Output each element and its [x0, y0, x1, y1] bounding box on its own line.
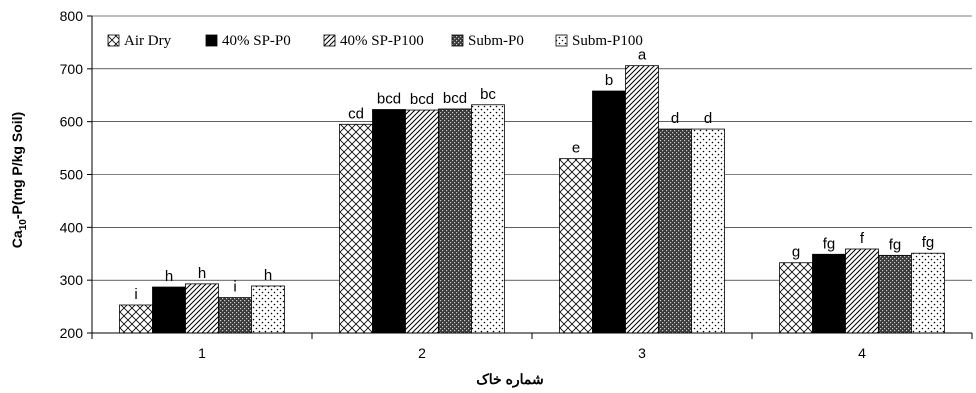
- bar: [251, 285, 285, 334]
- legend-label: 40% SP-P100: [340, 33, 424, 49]
- bar: [559, 158, 593, 334]
- significance-letter: h: [165, 268, 173, 285]
- significance-letter: fg: [889, 236, 902, 253]
- significance-letter: f: [860, 230, 865, 247]
- x-axis-label: شماره خاک: [476, 371, 544, 388]
- bar: [471, 104, 505, 334]
- legend-swatch: [451, 34, 464, 47]
- y-axis-label-sub: 10: [18, 219, 29, 231]
- significance-letter: i: [134, 286, 137, 303]
- bar: [878, 254, 912, 334]
- x-tick-label: 4: [858, 345, 866, 361]
- bar: [185, 283, 219, 334]
- bar: [658, 128, 692, 334]
- bar: [438, 108, 472, 334]
- y-tick-label: 800: [60, 8, 84, 24]
- significance-letter: cd: [348, 105, 364, 122]
- y-tick-label: 400: [60, 219, 84, 235]
- significance-letter: bcd: [410, 91, 434, 108]
- bar: [625, 65, 659, 334]
- x-tick-label: 3: [638, 345, 646, 361]
- significance-letter: i: [233, 279, 236, 296]
- y-axis-label-rest: -P(mg P/kg Soil): [9, 112, 25, 219]
- bar: [152, 286, 186, 334]
- bar: [911, 252, 945, 334]
- significance-letter: bcd: [443, 90, 467, 107]
- significance-letter: h: [264, 267, 272, 284]
- y-axis-label: Ca10-P(mg P/kg Soil): [9, 112, 29, 248]
- bars-group: [119, 65, 945, 334]
- bar: [812, 253, 846, 334]
- bar: [779, 262, 813, 334]
- significance-letter: e: [572, 140, 580, 157]
- y-axis-label-main: Ca: [9, 230, 25, 248]
- significance-letter: d: [671, 110, 679, 127]
- legend-label: Subm-P100: [572, 33, 643, 49]
- bar: [592, 90, 626, 334]
- significance-letter: b: [605, 72, 613, 89]
- x-tick-label: 1: [198, 345, 206, 361]
- significance-letter: h: [198, 265, 206, 282]
- y-axis-ticks: 200 300 400 500 600 700 800: [60, 8, 92, 341]
- bar: [372, 109, 406, 334]
- legend-swatch: [555, 34, 568, 47]
- y-gridlines: [92, 15, 972, 281]
- significance-letter: bcd: [377, 91, 401, 108]
- y-tick-label: 500: [60, 167, 84, 183]
- significance-letter: fg: [922, 234, 935, 251]
- x-tick-label: 2: [418, 345, 426, 361]
- y-tick-label: 700: [60, 61, 84, 77]
- significance-letter: g: [792, 244, 800, 261]
- legend-label: Air Dry: [124, 33, 172, 49]
- bar: [405, 109, 439, 334]
- legend-label: Subm-P0: [468, 33, 524, 49]
- significance-letter: a: [638, 47, 647, 64]
- bar: [339, 123, 373, 334]
- bar: [218, 297, 252, 334]
- legend: Air Dry 40% SP-P0 40% SP-P100 Subm-P0 Subm-P…: [107, 33, 643, 49]
- legend-label: 40% SP-P0: [222, 33, 291, 49]
- legend-swatch: [205, 34, 218, 47]
- significance-letter: bc: [480, 86, 496, 103]
- x-axis-ticks: 1 2 3 4: [91, 333, 973, 361]
- bar: [119, 304, 153, 334]
- y-tick-label: 300: [60, 272, 84, 288]
- significance-letter: d: [704, 110, 712, 127]
- legend-swatch: [323, 34, 336, 47]
- y-tick-label: 200: [60, 325, 84, 341]
- bar: [845, 248, 879, 334]
- bar: [691, 128, 725, 334]
- y-tick-label: 600: [60, 114, 84, 130]
- significance-letter: fg: [823, 235, 836, 252]
- legend-swatch: [107, 34, 120, 47]
